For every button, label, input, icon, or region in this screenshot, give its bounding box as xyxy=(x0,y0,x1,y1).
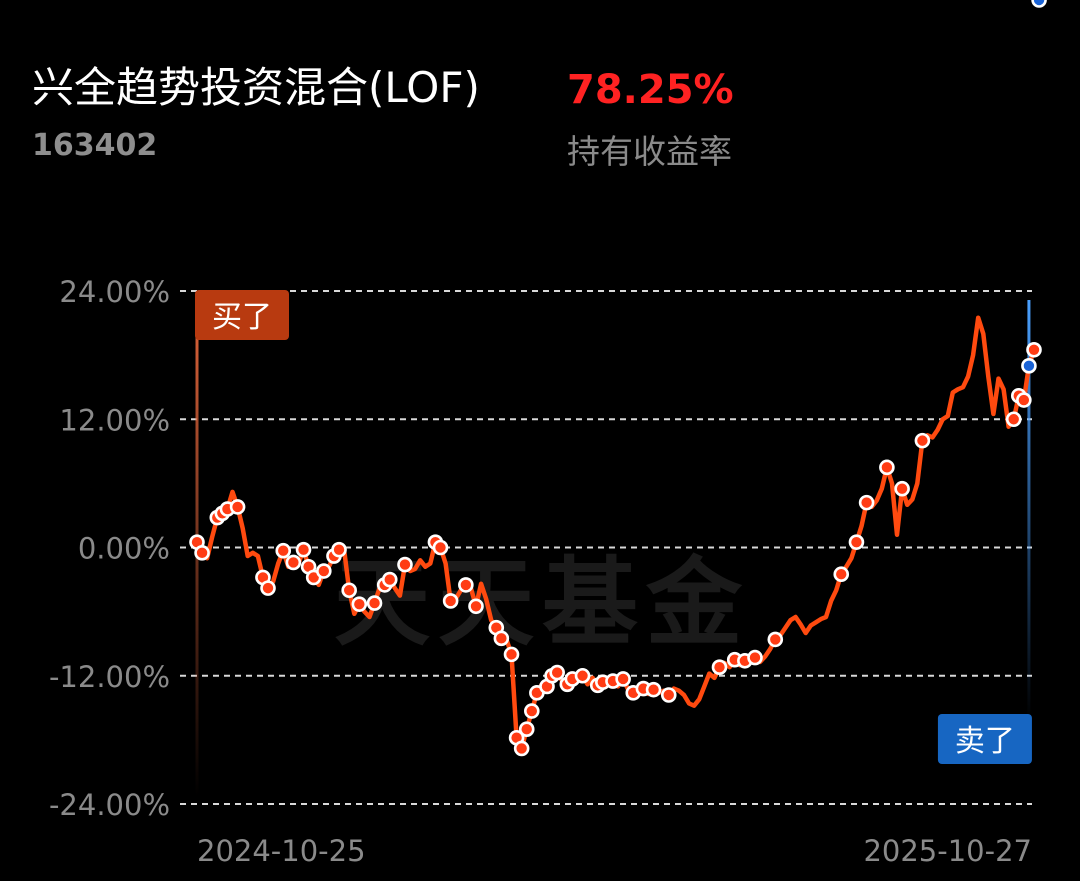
buy-badge xyxy=(195,290,289,340)
trade-dot xyxy=(660,687,677,703)
sell-dot xyxy=(1021,358,1037,374)
trade-dot xyxy=(879,459,895,476)
x-tick-label: 2025-10-27 xyxy=(863,834,1032,868)
sell-marker-line xyxy=(1027,300,1031,720)
fund-code: 163402 xyxy=(32,128,158,163)
trade-dot xyxy=(341,582,357,599)
trade-dot xyxy=(381,571,398,588)
trade-dot xyxy=(914,432,931,449)
trade-dot xyxy=(351,596,368,612)
y-tick-label: 0.00% xyxy=(78,532,170,566)
trade-dot xyxy=(858,494,875,511)
trade-dot xyxy=(645,681,662,698)
trade-dot xyxy=(518,721,535,737)
trade-dot xyxy=(229,499,246,515)
trade-dot xyxy=(848,534,865,550)
trade-dot xyxy=(615,671,631,687)
trade-dot xyxy=(833,566,850,583)
trade-dot xyxy=(549,664,565,681)
axis-label-layer: 24.00% 12.00% 0.00% -12.00% -24.00% 2024-10-2… xyxy=(49,275,1032,868)
trade-dot xyxy=(285,554,302,571)
holding-return-value: 78.25% xyxy=(567,67,734,113)
trade-dot xyxy=(513,740,530,757)
trade-dot xyxy=(397,556,413,573)
grid-layer xyxy=(180,290,1032,805)
trade-dot xyxy=(331,541,347,558)
trade-dot xyxy=(1026,341,1042,358)
y-tick-label: -12.00% xyxy=(49,660,170,694)
trade-dot xyxy=(894,480,910,497)
fund-name: 兴全趋势投资混合(LOF) xyxy=(32,63,480,112)
trade-dot-layer xyxy=(189,0,1047,757)
trade-dot xyxy=(194,545,210,561)
trade-dot xyxy=(458,577,474,593)
trade-dot xyxy=(366,595,383,611)
trade-dot xyxy=(432,539,449,556)
trade-dot xyxy=(1005,411,1022,428)
trade-dot xyxy=(767,631,784,648)
trade-dot xyxy=(711,659,728,676)
trade-dot xyxy=(275,542,292,559)
trade-dot xyxy=(260,580,276,596)
buy-badge-label: 买了 xyxy=(212,300,272,335)
x-tick-label: 2024-10-25 xyxy=(197,834,366,868)
trade-dot xyxy=(493,630,510,647)
sell-badge-label: 卖了 xyxy=(955,724,1015,759)
sell-badge xyxy=(937,714,1032,764)
sell-dot xyxy=(1031,0,1047,8)
watermark: 天天基金 xyxy=(334,547,750,659)
y-tick-label: 24.00% xyxy=(59,275,170,309)
trade-dot xyxy=(442,593,459,609)
y-tick-label: 12.00% xyxy=(59,403,170,437)
trade-dot xyxy=(468,598,484,615)
trade-dot xyxy=(523,703,540,719)
holding-return-label: 持有收益率 xyxy=(567,132,732,171)
trade-dot xyxy=(316,563,332,579)
y-tick-label: -24.00% xyxy=(49,788,170,822)
trade-dot xyxy=(503,646,520,663)
trade-dot xyxy=(295,541,312,558)
trade-dot xyxy=(747,649,763,666)
trade-dot xyxy=(574,667,591,684)
trade-dot xyxy=(1016,392,1032,408)
